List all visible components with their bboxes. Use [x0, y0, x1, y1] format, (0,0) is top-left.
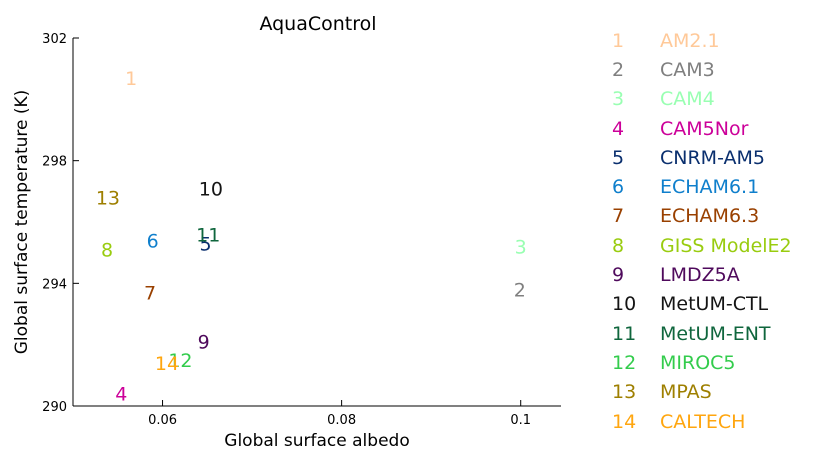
legend-label: CAM4 [660, 88, 715, 111]
legend-label: MetUM-CTL [660, 293, 769, 316]
legend-label: MIROC5 [660, 351, 736, 374]
data-point-4: 4 [115, 384, 127, 406]
legend-label: GISS ModelE2 [660, 234, 792, 257]
x-tick-label: 0.1 [510, 413, 531, 428]
legend-item: 11 MetUM-ENT [612, 319, 792, 348]
legend-number: 14 [612, 410, 637, 433]
x-axis-label: Global surface albedo [224, 431, 409, 451]
legend-item: 6 ECHAM6.1 [612, 172, 792, 201]
legend-number: 9 [612, 264, 625, 287]
legend-item: 3 CAM4 [612, 85, 792, 114]
legend-number: 12 [612, 351, 637, 374]
data-point-10: 10 [199, 178, 223, 200]
y-tick-label: 302 [42, 32, 67, 47]
legend-number: 11 [612, 322, 637, 345]
legend-number: 2 [612, 58, 625, 81]
legend-item: 14 CALTECH [612, 407, 792, 436]
y-tick-label: 290 [42, 400, 67, 415]
legend-item: 9 LMDZ5A [612, 260, 792, 289]
legend-number: 3 [612, 88, 625, 111]
legend-label: MetUM-ENT [660, 322, 771, 345]
y-tick-label: 294 [42, 277, 67, 292]
legend-number: 7 [612, 205, 625, 228]
legend-label: LMDZ5A [660, 264, 740, 287]
legend-item: 1 AM2.1 [612, 26, 792, 55]
data-point-2: 2 [514, 279, 526, 301]
legend-number: 8 [612, 234, 625, 257]
legend-number: 4 [612, 117, 625, 140]
chart-title: AquaControl [259, 13, 376, 35]
data-point-7: 7 [144, 283, 156, 305]
legend-number: 5 [612, 146, 625, 169]
chart-legend: 1 AM2.1 2 CAM3 3 CAM4 4 CAM5Nor 5 CNRM-AM5 6 ECHAM6… [612, 26, 792, 436]
legend-label: CALTECH [660, 410, 746, 433]
y-tick-label: 298 [42, 155, 67, 170]
data-point-8: 8 [101, 240, 113, 262]
data-point-5: 5 [199, 233, 211, 255]
legend-item: 8 GISS ModelE2 [612, 231, 792, 260]
data-point-11: 11 [196, 224, 220, 246]
legend-item: 4 CAM5Nor [612, 114, 792, 143]
legend-number: 10 [612, 293, 637, 316]
data-point-12: 12 [168, 350, 192, 372]
legend-number: 1 [612, 29, 625, 52]
legend-number: 6 [612, 176, 625, 199]
data-point-3: 3 [515, 237, 527, 259]
data-point-6: 6 [147, 230, 159, 252]
legend-item: 13 MPAS [612, 378, 792, 407]
legend-label: CNRM-AM5 [660, 146, 765, 169]
data-point-9: 9 [198, 332, 210, 354]
legend-number: 13 [612, 381, 637, 404]
data-point-13: 13 [96, 187, 120, 209]
y-axis-label: Global surface temperature (K) [12, 90, 32, 355]
legend-item: 10 MetUM-CTL [612, 290, 792, 319]
legend-item: 2 CAM3 [612, 55, 792, 84]
data-point-14: 14 [155, 353, 179, 375]
x-tick-label: 0.06 [148, 413, 177, 428]
legend-label: CAM5Nor [660, 117, 749, 140]
data-point-1: 1 [125, 68, 137, 90]
x-tick-label: 0.08 [327, 413, 356, 428]
legend-item: 5 CNRM-AM5 [612, 143, 792, 172]
legend-label: ECHAM6.1 [660, 176, 760, 199]
legend-item: 12 MIROC5 [612, 348, 792, 377]
legend-label: ECHAM6.3 [660, 205, 760, 228]
legend-label: MPAS [660, 381, 712, 404]
legend-label: AM2.1 [660, 29, 720, 52]
legend-item: 7 ECHAM6.3 [612, 202, 792, 231]
legend-label: CAM3 [660, 58, 715, 81]
